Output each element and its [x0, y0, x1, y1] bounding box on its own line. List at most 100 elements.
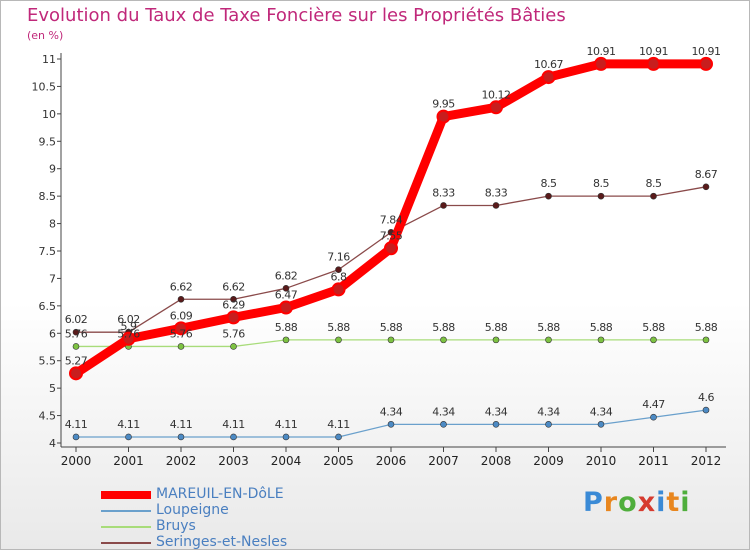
data-label-3: 8.5 — [593, 177, 609, 190]
y-tick-label: 9 — [49, 163, 56, 176]
x-tick-label: 2003 — [218, 454, 249, 468]
data-point-1 — [230, 433, 237, 441]
data-label-1: 4.34 — [432, 405, 455, 418]
data-point-3 — [440, 202, 447, 209]
data-point-0 — [489, 100, 503, 115]
y-tick-label: 4.5 — [39, 410, 57, 423]
data-point-2 — [230, 343, 237, 350]
line-chart: 4 4.5 5 5.5 6 6.5 7 7.5 8 8.5 9 9.5 10 10.5 11 2000 2001… — [32, 45, 726, 468]
data-point-1 — [282, 433, 290, 441]
data-label-2: 5.76 — [117, 327, 140, 340]
data-label-1: 4.11 — [275, 418, 298, 431]
data-label-2: 5.88 — [327, 321, 350, 334]
data-point-3 — [230, 295, 237, 303]
data-label-2: 5.88 — [695, 321, 718, 334]
data-point-0 — [69, 366, 83, 381]
data-point-2 — [545, 336, 552, 344]
x-tick-label: 2001 — [113, 454, 144, 468]
y-tick-label: 11 — [42, 53, 56, 66]
data-point-0 — [436, 109, 451, 124]
data-label-3: 6.62 — [170, 280, 193, 293]
y-tick-label: 5.5 — [39, 355, 57, 368]
legend-label: Loupeigne — [156, 502, 229, 518]
data-label-3: 6.02 — [65, 313, 88, 326]
data-point-2 — [387, 336, 395, 344]
legend-swatch — [101, 542, 151, 544]
y-tick-label: 8.5 — [39, 190, 57, 203]
data-label-1: 4.6 — [698, 391, 714, 404]
data-label-0: 5.9 — [121, 320, 137, 333]
y-tick-label: 8 — [49, 218, 56, 231]
data-point-3 — [492, 202, 500, 209]
data-point-0 — [226, 310, 241, 325]
x-tick-label: 2008 — [481, 454, 512, 468]
data-point-2 — [650, 336, 657, 344]
data-point-0 — [594, 56, 608, 71]
data-label-3: 8.33 — [432, 186, 455, 199]
data-point-3 — [597, 192, 605, 200]
data-point-3 — [650, 192, 657, 200]
legend-swatch — [101, 526, 151, 528]
data-label-1: 4.11 — [65, 418, 88, 431]
x-tick-label: 2005 — [323, 454, 354, 468]
legend-label: Bruys — [156, 518, 196, 534]
data-point-1 — [440, 421, 447, 428]
data-label-3: 7.16 — [327, 251, 350, 264]
data-label-3: 6.62 — [222, 280, 245, 293]
data-label-2: 5.88 — [432, 321, 455, 334]
data-label-3: 8.67 — [695, 168, 718, 181]
data-label-0: 10.91 — [639, 45, 668, 58]
data-point-2 — [597, 336, 605, 344]
data-point-0 — [646, 56, 661, 71]
data-label-0: 10.12 — [482, 88, 511, 101]
y-tick-label: 5 — [49, 382, 56, 395]
x-tick-label: 2012 — [691, 454, 722, 468]
data-point-3 — [702, 183, 710, 191]
y-tick-label: 7.5 — [39, 245, 57, 258]
data-label-0: 6.8 — [331, 270, 347, 283]
data-point-1 — [492, 421, 500, 428]
data-point-0 — [121, 331, 136, 346]
y-tick-label: 10.5 — [32, 80, 57, 93]
data-label-2: 5.88 — [275, 321, 298, 334]
data-label-1: 4.11 — [170, 418, 193, 431]
data-label-2: 5.88 — [642, 321, 665, 334]
legend-label: Seringes-et-Nesles — [156, 534, 288, 550]
data-point-0 — [331, 282, 346, 297]
data-label-3: 8.33 — [485, 186, 508, 199]
data-point-2 — [72, 343, 80, 350]
y-tick-label: 7 — [49, 272, 56, 285]
data-label-1: 4.11 — [117, 418, 140, 431]
y-tick-label: 10 — [42, 108, 56, 121]
data-point-2 — [702, 336, 710, 344]
data-label-0: 9.95 — [432, 98, 455, 111]
y-tick-label: 4 — [49, 437, 56, 450]
data-point-2 — [177, 343, 185, 350]
data-label-0: 6.09 — [170, 309, 193, 322]
data-label-0: 10.91 — [587, 45, 616, 58]
x-tick-label: 2010 — [586, 454, 617, 468]
data-label-2: 5.88 — [380, 321, 403, 334]
data-label-3: 8.5 — [541, 177, 557, 190]
data-point-1 — [335, 433, 342, 441]
data-point-1 — [125, 433, 132, 441]
y-tick-label: 6.5 — [39, 300, 57, 313]
data-label-2: 5.88 — [485, 321, 508, 334]
data-label-0: 6.47 — [275, 289, 298, 302]
data-point-3 — [545, 192, 552, 200]
data-point-3 — [177, 295, 185, 303]
data-point-2 — [282, 336, 290, 344]
data-label-1: 4.11 — [222, 418, 245, 431]
proxiti-logo: Proxiti — [583, 487, 691, 518]
data-label-0: 6.29 — [222, 298, 245, 311]
data-label-0: 10.91 — [692, 45, 721, 58]
data-label-2: 5.88 — [537, 321, 560, 334]
legend-swatch — [101, 491, 151, 499]
data-point-1 — [177, 433, 185, 441]
x-tick-label: 2002 — [166, 454, 197, 468]
data-label-1: 4.34 — [380, 405, 403, 418]
data-label-3: 6.02 — [117, 313, 140, 326]
data-point-0 — [279, 300, 293, 315]
x-tick-label: 2011 — [638, 454, 669, 468]
